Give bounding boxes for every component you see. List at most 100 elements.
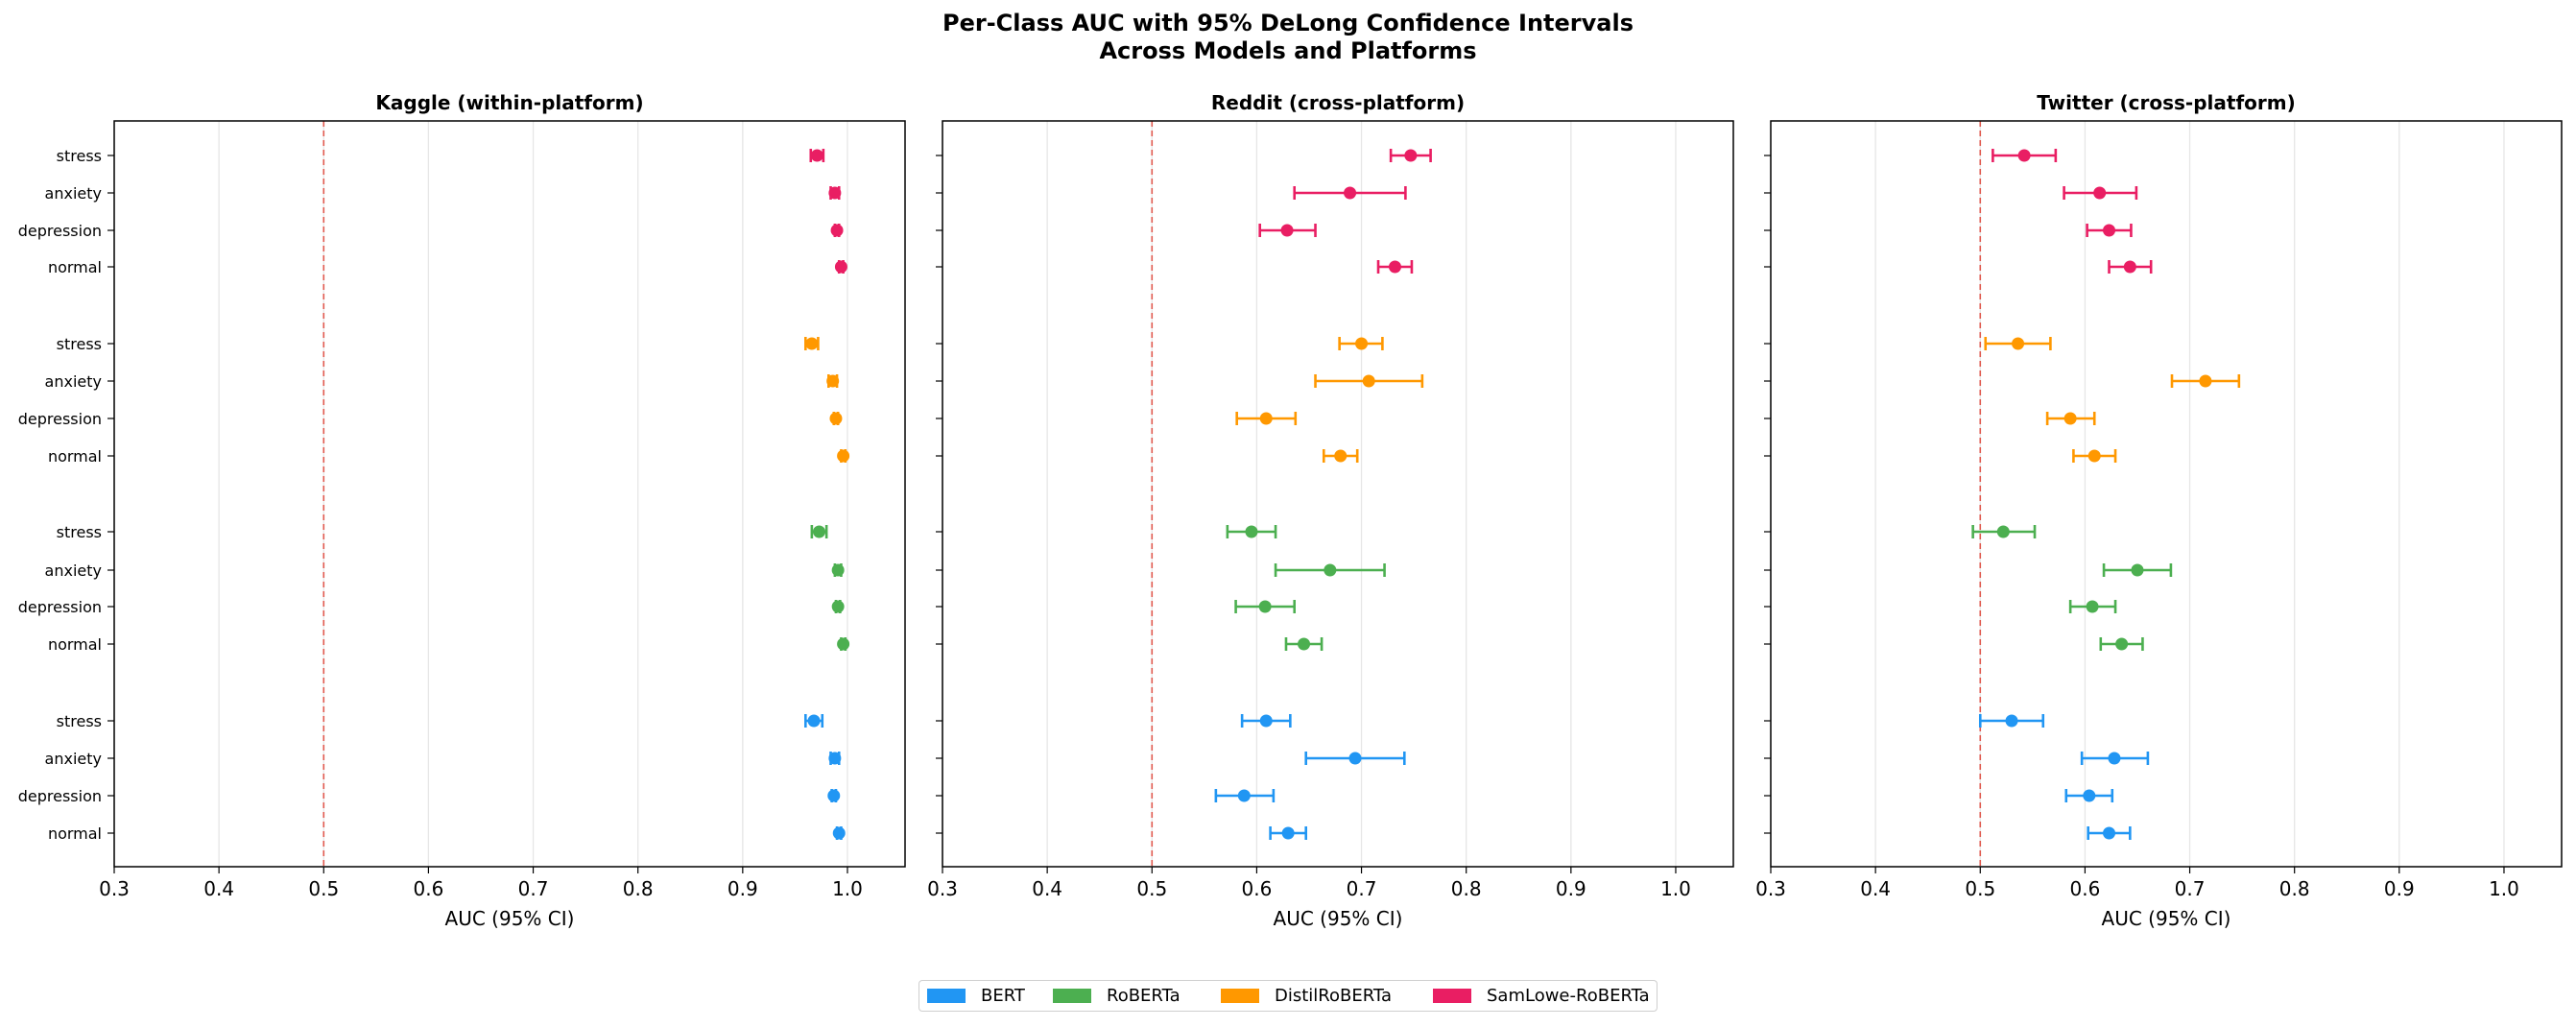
y-tick-label: normal <box>48 824 102 843</box>
x-tick-label: 0.7 <box>2175 877 2206 900</box>
auc-point <box>1259 412 1273 425</box>
legend-item: BERT <box>927 981 1025 1011</box>
legend-label: RoBERTa <box>1107 986 1181 1006</box>
y-tick-label: normal <box>48 635 102 654</box>
x-axis-label: AUC (95% CI) <box>2102 907 2231 930</box>
x-tick-label: 1.0 <box>832 877 863 900</box>
legend-label: DistilRoBERTa <box>1275 986 1392 1006</box>
auc-point <box>828 186 842 200</box>
y-tick-label: anxiety <box>45 750 102 768</box>
x-tick-label: 0.4 <box>1032 877 1062 900</box>
auc-point <box>1355 337 1369 350</box>
figure-title-line2: Across Models and Platforms <box>1099 37 1477 64</box>
auc-point <box>829 412 843 425</box>
panel-title: Reddit (cross-platform) <box>1211 91 1465 114</box>
x-tick-label: 0.5 <box>1965 877 1995 900</box>
x-tick-label: 0.5 <box>308 877 339 900</box>
auc-point <box>2063 412 2077 425</box>
y-tick-label: anxiety <box>45 184 102 203</box>
y-tick-label: stress <box>57 335 102 353</box>
axes-frame <box>942 120 1734 868</box>
auc-point <box>834 260 847 274</box>
legend: BERT RoBERTa DistilRoBERTa SamLowe-RoBERTa <box>918 980 1658 1012</box>
x-tick-label: 0.3 <box>99 877 130 900</box>
auc-point <box>2103 826 2116 840</box>
x-tick-label: 0.8 <box>2279 877 2310 900</box>
auc-point <box>837 449 850 463</box>
auc-point <box>1348 752 1362 765</box>
auc-point <box>1404 149 1418 162</box>
y-tick-label: stress <box>57 712 102 730</box>
legend-swatch <box>1433 989 1471 1003</box>
legend-swatch <box>1053 989 1091 1003</box>
auc-point <box>2017 149 2031 162</box>
auc-point <box>1362 374 1375 388</box>
auc-point <box>1258 600 1272 613</box>
figure-title: Per-Class AUC with 95% DeLong Confidence… <box>0 10 2576 65</box>
auc-point <box>1324 563 1337 577</box>
auc-point <box>2012 337 2025 350</box>
y-tick-label: depression <box>18 598 102 616</box>
y-tick-label: depression <box>18 410 102 428</box>
auc-point <box>2131 563 2144 577</box>
auc-point <box>2093 186 2107 200</box>
x-tick-label: 0.7 <box>1347 877 1377 900</box>
auc-point <box>813 525 826 538</box>
figure-title-line1: Per-Class AUC with 95% DeLong Confidence… <box>942 10 1634 36</box>
auc-point <box>831 563 845 577</box>
auc-point <box>1259 714 1273 728</box>
auc-point <box>2005 714 2018 728</box>
auc-point <box>1298 637 1311 651</box>
auc-point <box>1334 449 1348 463</box>
x-tick-label: 0.9 <box>1556 877 1586 900</box>
auc-point <box>2123 260 2136 274</box>
axes-frame <box>1770 120 2563 868</box>
auc-point <box>826 374 840 388</box>
auc-point <box>827 789 841 802</box>
x-tick-label: 0.9 <box>727 877 758 900</box>
legend-swatch <box>1221 989 1259 1003</box>
auc-point <box>837 637 850 651</box>
legend-item: RoBERTa <box>1053 981 1181 1011</box>
x-axis-label: AUC (95% CI) <box>1274 907 1403 930</box>
x-tick-label: 0.3 <box>1755 877 1786 900</box>
auc-point <box>1996 525 2010 538</box>
x-tick-label: 0.3 <box>927 877 958 900</box>
x-axis-label: AUC (95% CI) <box>445 907 575 930</box>
auc-point <box>1344 186 1357 200</box>
legend-label: SamLowe-RoBERTa <box>1487 986 1650 1006</box>
auc-point <box>2115 637 2129 651</box>
x-tick-label: 0.6 <box>2070 877 2101 900</box>
auc-point <box>1388 260 1401 274</box>
auc-point <box>2108 752 2121 765</box>
y-tick-label: stress <box>57 147 102 165</box>
y-tick-label: anxiety <box>45 561 102 580</box>
auc-point <box>1245 525 1258 538</box>
auc-point <box>1281 826 1295 840</box>
x-tick-label: 0.9 <box>2384 877 2415 900</box>
x-tick-label: 0.8 <box>623 877 654 900</box>
x-tick-label: 0.6 <box>1242 877 1273 900</box>
x-tick-label: 0.7 <box>518 877 549 900</box>
x-tick-label: 1.0 <box>2489 877 2519 900</box>
x-tick-label: 0.4 <box>1860 877 1891 900</box>
panel-title: Twitter (cross-platform) <box>2037 91 2296 114</box>
auc-point <box>828 752 842 765</box>
auc-point <box>1237 789 1251 802</box>
legend-label: BERT <box>981 986 1025 1006</box>
legend-item: DistilRoBERTa <box>1221 981 1392 1011</box>
y-tick-label: depression <box>18 787 102 805</box>
auc-point <box>2087 449 2101 463</box>
legend-item: SamLowe-RoBERTa <box>1433 981 1650 1011</box>
auc-point <box>832 826 846 840</box>
auc-point <box>810 149 823 162</box>
auc-point <box>831 600 845 613</box>
y-tick-label: normal <box>48 447 102 466</box>
y-tick-label: anxiety <box>45 372 102 391</box>
auc-point <box>1280 224 1294 237</box>
auc-point <box>807 714 821 728</box>
x-tick-label: 0.6 <box>414 877 444 900</box>
y-tick-label: depression <box>18 222 102 240</box>
x-tick-label: 1.0 <box>1660 877 1691 900</box>
